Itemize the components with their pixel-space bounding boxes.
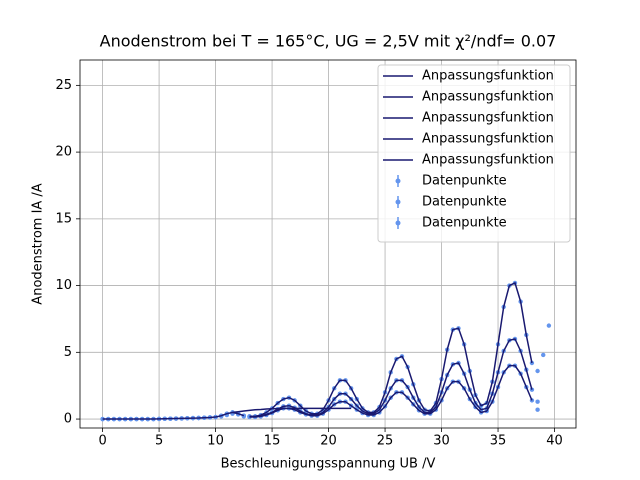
data-point — [535, 368, 540, 374]
legend-label: Datenpunkte — [422, 216, 507, 231]
legend-marker — [395, 220, 401, 226]
x-tick-label: 5 — [155, 434, 163, 449]
legend-label: Anpassungsfunktion — [422, 132, 554, 147]
data-point — [529, 387, 535, 392]
x-tick-label: 15 — [264, 434, 281, 449]
x-tick-label: 10 — [207, 434, 224, 449]
data-point — [535, 399, 540, 404]
y-tick-label: 25 — [55, 78, 72, 93]
legend-label: Anpassungsfunktion — [422, 90, 554, 105]
x-tick-label: 30 — [433, 434, 450, 449]
fit-line — [249, 281, 533, 418]
y-tick-label: 15 — [55, 211, 72, 226]
y-tick-label: 20 — [55, 145, 72, 160]
x-tick-label: 0 — [98, 434, 106, 449]
fit-line — [232, 407, 352, 414]
chart-title: Anodenstrom bei T = 165°C, UG = 2,5V mit… — [100, 32, 557, 51]
legend-label: Anpassungsfunktion — [422, 153, 554, 168]
fit-line — [102, 411, 245, 420]
data-point — [546, 323, 552, 328]
x-tick-label: 40 — [546, 434, 563, 449]
data-point — [535, 407, 540, 412]
legend-marker — [395, 199, 401, 205]
x-tick-label: 25 — [377, 434, 394, 449]
y-tick-label: 10 — [55, 278, 72, 293]
data-point — [100, 416, 105, 422]
legend-marker — [395, 178, 401, 184]
fit-line — [249, 364, 533, 418]
y-tick-label: 0 — [64, 412, 72, 427]
x-tick-label: 20 — [320, 434, 337, 449]
x-tick-label: 35 — [490, 434, 507, 449]
axes-frame — [79, 59, 577, 429]
data-point — [541, 352, 546, 358]
legend-label: Anpassungsfunktion — [422, 69, 554, 84]
legend-label: Datenpunkte — [422, 195, 507, 210]
y-tick-label: 5 — [64, 345, 72, 360]
y-axis-label: Anodenstrom IA /A — [31, 183, 46, 304]
legend-label: Anpassungsfunktion — [422, 111, 554, 126]
legend-box — [377, 64, 571, 243]
x-axis-label: Beschleunigungsspannung UB /V — [221, 457, 436, 472]
legend-label: Datenpunkte — [422, 174, 507, 189]
